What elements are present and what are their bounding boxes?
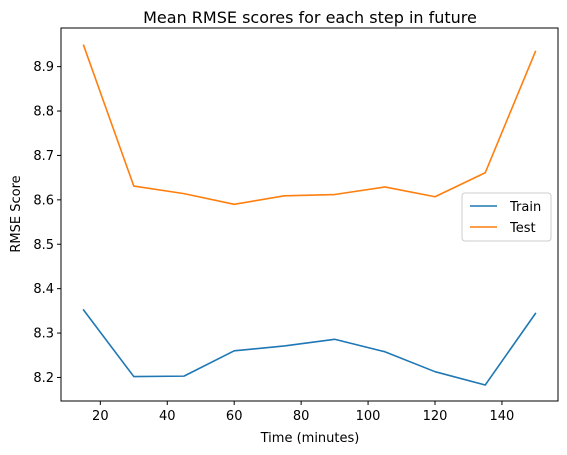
- y-tick-label: 8.7: [33, 149, 54, 164]
- x-tick-label: 20: [92, 409, 109, 424]
- legend-box: [461, 192, 552, 242]
- legend-label-train: Train: [509, 200, 541, 215]
- y-tick-label: 8.4: [33, 282, 54, 297]
- y-tick-label: 8.9: [33, 60, 54, 75]
- series-line-test: [82, 44, 537, 206]
- x-axis: 20 40 60 80 100 120 140: [92, 401, 514, 424]
- y-axis: 8.2 8.3 8.4 8.5 8.6 8.7 8.8 8.9: [33, 60, 61, 386]
- plot-frame: [60, 27, 559, 402]
- chart-title: Mean RMSE scores for each step in future: [143, 8, 477, 27]
- x-tick-label: 140: [490, 409, 515, 424]
- x-tick-label: 120: [423, 409, 448, 424]
- y-tick-label: 8.6: [33, 193, 54, 208]
- x-axis-label: Time (minutes): [260, 431, 360, 446]
- series-line-train: [82, 308, 537, 386]
- plot-lines: [82, 44, 537, 386]
- legend-label-test: Test: [509, 221, 536, 236]
- y-axis-label: RMSE Score: [9, 175, 24, 252]
- legend: Train Test: [461, 192, 552, 242]
- y-tick-label: 8.8: [33, 105, 54, 120]
- y-tick-label: 8.5: [33, 238, 54, 253]
- x-tick-label: 40: [159, 409, 176, 424]
- x-tick-label: 80: [293, 409, 310, 424]
- x-tick-label: 60: [226, 409, 243, 424]
- y-tick-label: 8.2: [33, 371, 54, 386]
- y-tick-label: 8.3: [33, 327, 54, 342]
- x-tick-label: 100: [356, 409, 381, 424]
